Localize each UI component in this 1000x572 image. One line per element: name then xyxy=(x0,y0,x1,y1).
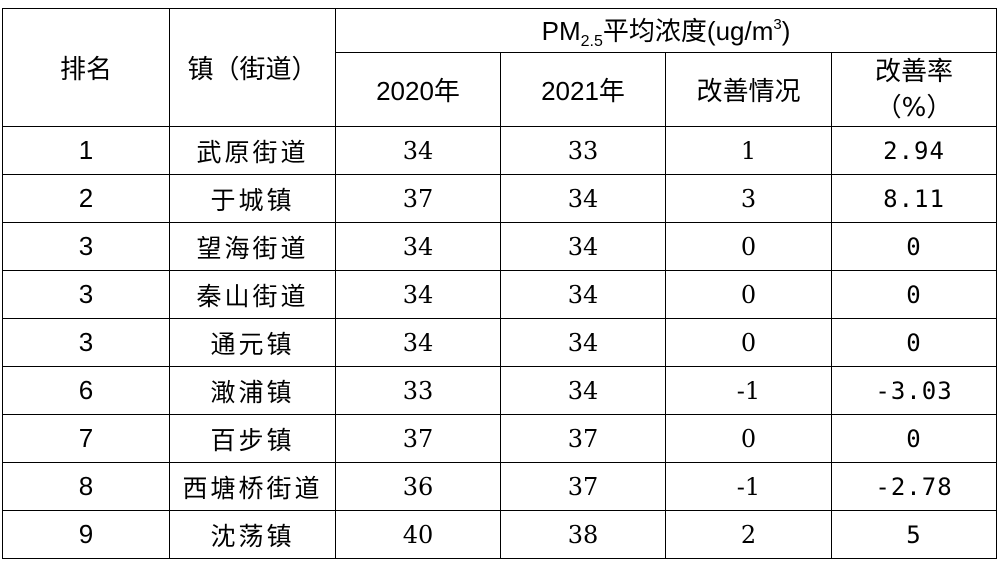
cell-2021: 34 xyxy=(500,174,666,223)
header-2021: 2021年 xyxy=(500,52,666,127)
cell-rate: 0 xyxy=(830,318,998,367)
table-row: 6 澉浦镇 33 34 -1 -3.03 xyxy=(2,366,998,415)
table-row: 3 秦山街道 34 34 0 0 xyxy=(2,270,998,319)
cell-improve: 2 xyxy=(665,510,832,559)
cell-2020: 37 xyxy=(335,174,501,223)
cell-town: 澉浦镇 xyxy=(169,366,336,415)
cell-2020: 40 xyxy=(335,510,501,559)
cell-2020: 36 xyxy=(335,462,501,511)
cell-2021: 38 xyxy=(500,510,666,559)
pm-superscript: 3 xyxy=(773,15,782,33)
cell-town: 西塘桥街道 xyxy=(169,462,336,511)
table-row: 7 百步镇 37 37 0 0 xyxy=(2,414,998,463)
cell-rank: 2 xyxy=(2,174,170,223)
cell-town: 望海街道 xyxy=(169,222,336,271)
cell-2020: 34 xyxy=(335,270,501,319)
cell-2021: 34 xyxy=(500,366,666,415)
cell-town: 于城镇 xyxy=(169,174,336,223)
cell-2020: 34 xyxy=(335,318,501,367)
header-rate-line1: 改善率 xyxy=(875,56,954,87)
pm-subscript: 2.5 xyxy=(580,32,603,50)
cell-rate: 2.94 xyxy=(830,126,998,175)
header-rank: 排名 xyxy=(2,8,170,127)
cell-rate: -2.78 xyxy=(830,462,998,511)
cell-rate: 0 xyxy=(830,414,998,463)
cell-improve: 0 xyxy=(665,414,832,463)
cell-rate: -3.03 xyxy=(830,366,998,415)
header-rate: 改善率 （%） xyxy=(830,52,998,127)
table-row: 3 望海街道 34 34 0 0 xyxy=(2,222,998,271)
header-improve: 改善情况 xyxy=(665,52,832,127)
cell-improve: 1 xyxy=(665,126,832,175)
cell-town: 百步镇 xyxy=(169,414,336,463)
cell-improve: 0 xyxy=(665,318,832,367)
cell-rank: 6 xyxy=(2,366,170,415)
cell-2021: 34 xyxy=(500,318,666,367)
header-2020: 2020年 xyxy=(335,52,501,127)
cell-town: 武原街道 xyxy=(169,126,336,175)
pm25-ranking-table: 排名 镇（街道） PM2.5平均浓度(ug/m3) 2020年 2021年 改善… xyxy=(2,8,998,559)
cell-town: 秦山街道 xyxy=(169,270,336,319)
cell-rank: 3 xyxy=(2,222,170,271)
cell-rank: 3 xyxy=(2,270,170,319)
cell-rate: 0 xyxy=(830,270,998,319)
cell-rate: 8.11 xyxy=(830,174,998,223)
table-row: 1 武原街道 34 33 1 2.94 xyxy=(2,126,998,175)
cell-2021: 33 xyxy=(500,126,666,175)
table-row: 8 西塘桥街道 36 37 -1 -2.78 xyxy=(2,462,998,511)
cell-2021: 34 xyxy=(500,222,666,271)
cell-2020: 34 xyxy=(335,126,501,175)
table-row: 2 于城镇 37 34 3 8.11 xyxy=(2,174,998,223)
cell-improve: 0 xyxy=(665,222,832,271)
cell-rate: 5 xyxy=(830,510,998,559)
cell-rank: 1 xyxy=(2,126,170,175)
header-town: 镇（街道） xyxy=(169,8,336,127)
cell-rank: 3 xyxy=(2,318,170,367)
pm-suffix: 平均浓度(ug/m xyxy=(602,15,774,46)
table-row: 3 通元镇 34 34 0 0 xyxy=(2,318,998,367)
cell-improve: 3 xyxy=(665,174,832,223)
cell-improve: -1 xyxy=(665,462,832,511)
cell-2020: 33 xyxy=(335,366,501,415)
cell-improve: 0 xyxy=(665,270,832,319)
cell-improve: -1 xyxy=(665,366,832,415)
cell-rank: 9 xyxy=(2,510,170,559)
cell-2021: 37 xyxy=(500,462,666,511)
pm-close: ) xyxy=(781,15,791,46)
header-rate-line2: （%） xyxy=(875,92,953,123)
cell-2021: 37 xyxy=(500,414,666,463)
table-row: 9 沈荡镇 40 38 2 5 xyxy=(2,510,998,559)
cell-town: 沈荡镇 xyxy=(169,510,336,559)
pm-prefix: PM xyxy=(541,15,581,46)
cell-town: 通元镇 xyxy=(169,318,336,367)
cell-2021: 34 xyxy=(500,270,666,319)
cell-2020: 34 xyxy=(335,222,501,271)
cell-2020: 37 xyxy=(335,414,501,463)
cell-rank: 7 xyxy=(2,414,170,463)
header-pm25: PM2.5平均浓度(ug/m3) xyxy=(334,8,998,53)
cell-rank: 8 xyxy=(2,462,170,511)
cell-rate: 0 xyxy=(830,222,998,271)
